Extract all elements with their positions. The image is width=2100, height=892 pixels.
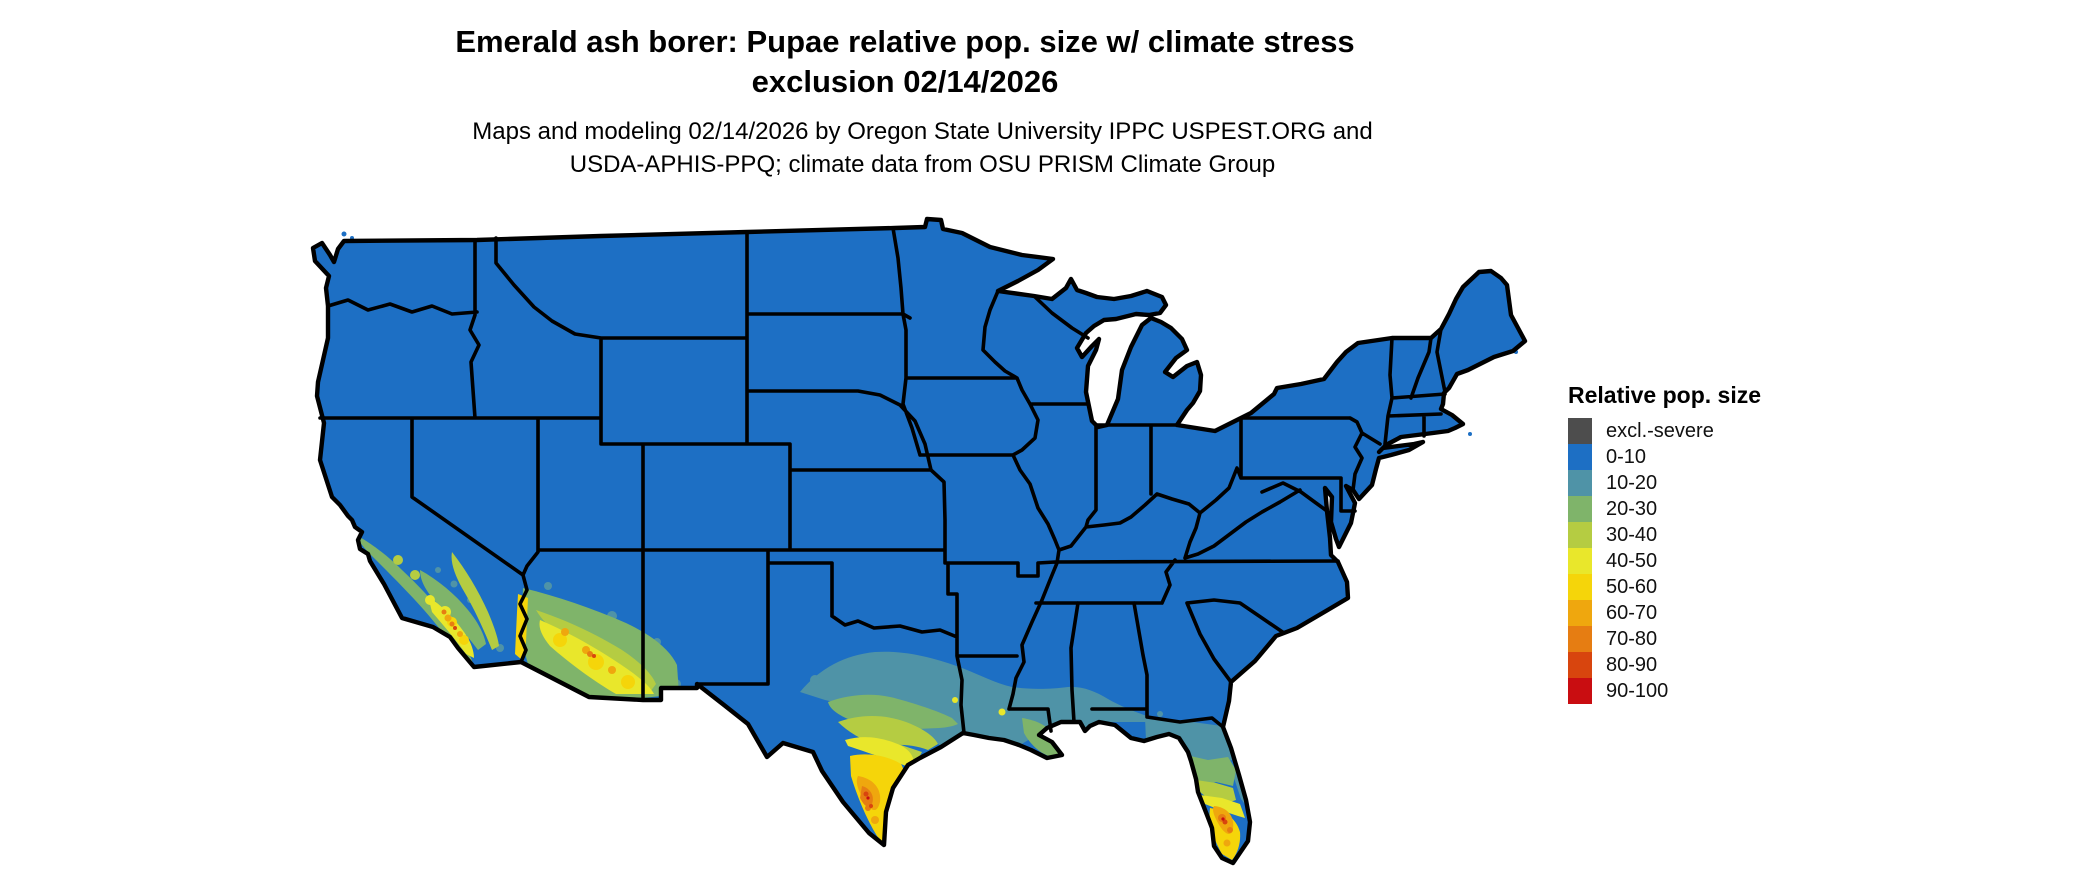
legend-swatch-90-100 <box>1568 678 1592 704</box>
legend-label: 80-90 <box>1606 654 1658 676</box>
legend-row: 10-20 <box>1568 470 1818 496</box>
legend-swatch-70-80 <box>1568 626 1592 652</box>
legend-row: 0-10 <box>1568 444 1818 470</box>
legend-row: 80-90 <box>1568 652 1818 678</box>
us-map-svg <box>310 216 1528 866</box>
legend-label: 0-10 <box>1606 446 1647 468</box>
page-title-line1: Emerald ash borer: Pupae relative pop. s… <box>455 24 1355 59</box>
us-map <box>290 215 1545 885</box>
legend-label: 20-30 <box>1606 498 1658 520</box>
legend-label: 90-100 <box>1606 680 1669 702</box>
legend-label: excl.-severe <box>1606 420 1714 442</box>
state-borders <box>318 226 1447 735</box>
legend-swatch-50-60 <box>1568 574 1592 600</box>
map-layer-70-80 <box>441 609 1233 833</box>
legend-row: 70-80 <box>1568 626 1818 652</box>
legend-title: Relative pop. size <box>1568 382 1762 408</box>
legend-swatch-10-20 <box>1568 470 1592 496</box>
map-layer-90-100 <box>866 796 1225 821</box>
legend-swatch-30-40 <box>1568 522 1592 548</box>
page-title-line2: exclusion 02/14/2026 <box>751 64 1059 99</box>
legend-row: 60-70 <box>1568 600 1818 626</box>
legend-label: 50-60 <box>1606 576 1658 598</box>
legend-label: 70-80 <box>1606 628 1658 650</box>
legend-swatch-60-70 <box>1568 600 1592 626</box>
legend-row: excl.-severe <box>1568 418 1818 444</box>
legend-label: 60-70 <box>1606 602 1658 624</box>
legend-label: 10-20 <box>1606 472 1658 494</box>
legend-row: 20-30 <box>1568 496 1818 522</box>
legend-swatch-40-50 <box>1568 548 1592 574</box>
legend-row: 90-100 <box>1568 678 1818 704</box>
legend-swatch-80-90 <box>1568 652 1592 678</box>
legend-swatch-0-10 <box>1568 444 1592 470</box>
legend-label: 30-40 <box>1606 524 1658 546</box>
legend-swatch-20-30 <box>1568 496 1592 522</box>
national-outline <box>310 216 1528 866</box>
legend-label: 40-50 <box>1606 550 1658 572</box>
legend-row: 50-60 <box>1568 574 1818 600</box>
map-layer-80-90 <box>396 626 1228 825</box>
legend: Relative pop. size excl.-severe 0-10 10-… <box>1568 382 1818 704</box>
page-subtitle-line2: USDA-APHIS-PPQ; climate data from OSU PR… <box>569 151 1276 178</box>
legend-row: 30-40 <box>1568 522 1818 548</box>
page-subtitle-line1: Maps and modeling 02/14/2026 by Oregon S… <box>472 118 1373 145</box>
map-base-land <box>313 219 1525 863</box>
legend-rows: excl.-severe 0-10 10-20 20-30 30-40 40-5… <box>1568 418 1818 704</box>
legend-swatch-excl-severe <box>1568 418 1592 444</box>
legend-row: 40-50 <box>1568 548 1818 574</box>
